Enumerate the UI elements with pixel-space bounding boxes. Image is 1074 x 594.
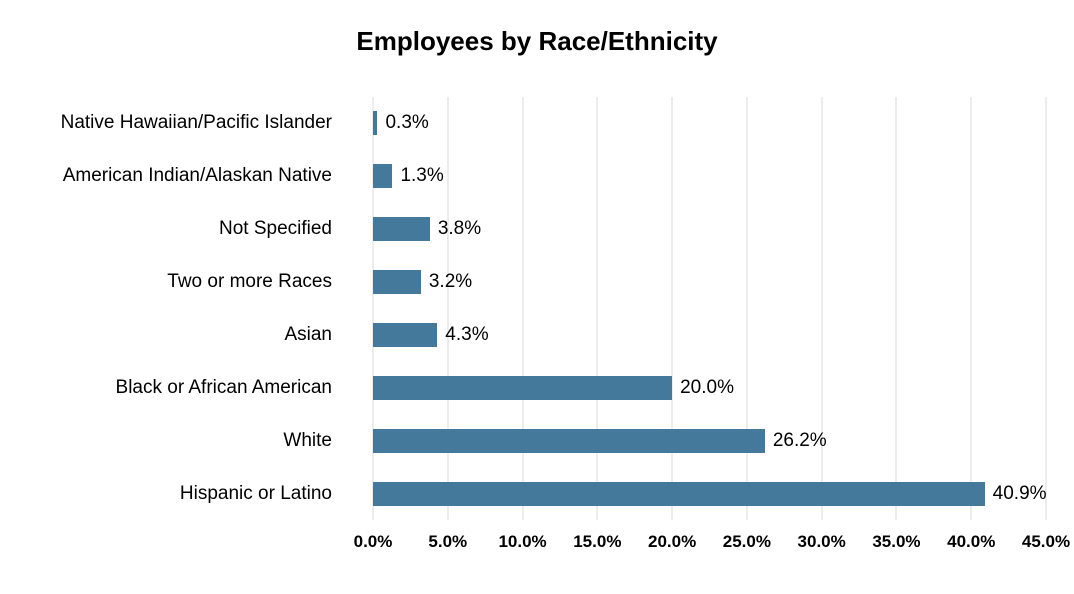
category-label: Two or more Races (167, 271, 332, 293)
category-axis: Native Hawaiian/Pacific Islander American… (0, 97, 353, 520)
gridline (895, 97, 897, 520)
bar (373, 428, 765, 453)
bar-value-label: 26.2% (772, 429, 827, 451)
category-label: American Indian/Alaskan Native (62, 165, 332, 187)
bar-value-label: 20.0% (680, 376, 734, 398)
x-tick-label: 35.0% (872, 532, 921, 551)
x-tick-label: 40.0% (947, 532, 996, 551)
bar-value-label: 3.8% (437, 218, 482, 240)
bar (373, 270, 421, 295)
chart-title: Employees by Race/Ethnicity (356, 26, 718, 56)
category-label: Hispanic or Latino (179, 482, 332, 504)
bar-row: 1.3% (373, 150, 1046, 203)
bar (373, 481, 985, 506)
category-label: Not Specified (218, 218, 332, 240)
x-tick-label: 30.0% (797, 532, 846, 551)
bar-value-label: 4.3% (445, 323, 489, 345)
x-tick-label: 45.0% (1021, 532, 1071, 551)
bar-row: 26.2% (373, 414, 1046, 467)
category-label: Black or African American (115, 376, 332, 398)
x-tick-label: 10.0% (498, 532, 547, 551)
x-tick-label: 20.0% (648, 532, 697, 551)
bar-value-label: 40.9% (992, 482, 1047, 504)
bar-row: 20.0% (373, 361, 1046, 414)
gridline (447, 97, 449, 520)
bar (373, 164, 393, 189)
x-tick-label: 25.0% (722, 532, 771, 551)
gridline (671, 97, 673, 520)
category-label: White (283, 429, 332, 451)
bar-value-label: 0.3% (385, 112, 429, 134)
gridline (1045, 97, 1047, 520)
value-axis: 0.0% 5.0% 10.0% 15.0% 20.0% 25.0% 30.0% 35.0% 40… (354, 532, 1070, 562)
x-tick-label: 5.0% (428, 532, 468, 551)
gridline (970, 97, 972, 520)
gridline (596, 97, 598, 520)
bar-row: 3.8% (373, 203, 1046, 256)
bar (373, 322, 438, 347)
bar (373, 375, 673, 400)
plot-area: 0.3% 1.3% 3.8% 3.2% 4.3% 20.0% 26.2% 40.9% (372, 97, 1047, 520)
gridline (821, 97, 823, 520)
bar-row: 40.9% (373, 467, 1047, 520)
bar-row: 4.3% (373, 309, 1046, 362)
bar-value-label: 3.2% (428, 271, 473, 293)
x-tick-label: 15.0% (573, 532, 622, 551)
gridline (522, 97, 524, 520)
category-label: Asian (284, 323, 332, 345)
category-label: Native Hawaiian/Pacific Islander (60, 112, 332, 134)
gridline (372, 97, 374, 520)
bar-value-label: 1.3% (400, 165, 444, 187)
x-tick-label: 0.0% (353, 532, 393, 551)
bar-row: 0.3% (373, 97, 1046, 150)
bar (373, 217, 430, 242)
gridline (746, 97, 748, 520)
bar-row: 3.2% (373, 256, 1046, 309)
bar (373, 111, 378, 136)
